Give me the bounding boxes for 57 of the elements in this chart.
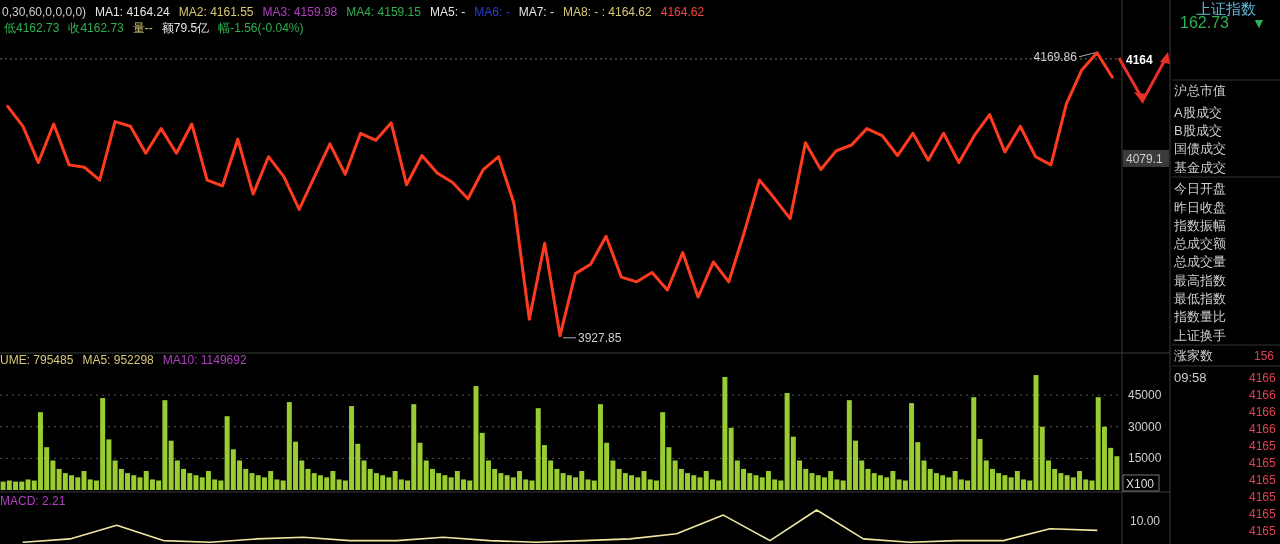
text: 4165	[1249, 473, 1277, 487]
annotation: MA2: 4161.55	[178, 5, 254, 19]
text: 上证指数	[1196, 0, 1256, 17]
annotation: 额79.5亿	[161, 21, 210, 35]
annotation: 4169.86	[1033, 49, 1078, 64]
text: 昨日收盘	[1174, 200, 1226, 215]
y-tick-label: 4079.1	[1126, 151, 1164, 166]
annotation: MA10: 1149692	[162, 353, 247, 367]
text: 4165	[1249, 524, 1277, 538]
text: 指数量比	[1173, 309, 1226, 324]
text: 涨家数	[1174, 348, 1213, 363]
text: A股成交	[1174, 105, 1222, 120]
annotation: MA7: -	[518, 5, 554, 19]
text: 总成交额	[1173, 236, 1226, 251]
text: 总成交量	[1173, 254, 1226, 269]
y-tick-label: 30000	[1128, 419, 1162, 434]
text: 指数振幅	[1173, 218, 1226, 233]
annotation: MA5: 952298	[82, 353, 155, 367]
text: 4165	[1249, 507, 1277, 521]
y-tick-label: 45000	[1128, 388, 1162, 403]
annotation: MA4: 4159.15	[346, 5, 422, 19]
text: 上证换手	[1174, 328, 1226, 343]
annotation: 0,30,60,0,0,0,0)	[2, 5, 87, 19]
annotation: 量--	[132, 21, 153, 35]
text: 4166	[1249, 388, 1277, 402]
text: 156	[1254, 349, 1275, 363]
text: 09:58	[1174, 370, 1207, 385]
annotation: 低4162.73	[4, 21, 60, 35]
text: 10.00	[1130, 514, 1161, 528]
text: 沪总市值	[1174, 83, 1226, 98]
text: 4165	[1249, 490, 1277, 504]
text: X100	[1126, 477, 1155, 491]
y-tick-label: 4164	[1126, 52, 1154, 67]
text: 4166	[1249, 405, 1277, 419]
annotation: UME: 795485	[0, 353, 74, 367]
text: B股成交	[1174, 123, 1222, 138]
annotation: MA6: -	[474, 5, 510, 19]
annotation: MA1: 4164.24	[95, 5, 171, 19]
text: 4165	[1249, 456, 1277, 470]
text: 今日开盘	[1174, 181, 1226, 196]
y-tick-label: 15000	[1128, 451, 1162, 466]
annotation: MA3: 4159.98	[262, 5, 338, 19]
text: 基金成交	[1174, 160, 1226, 175]
annotation: 4164.62	[660, 5, 705, 19]
text: 最高指数	[1174, 273, 1226, 288]
annotation: 幅-1.56(-0.04%)	[218, 21, 304, 35]
text: 4165	[1249, 439, 1277, 453]
annotation: 3927.85	[578, 330, 622, 345]
annotation: MA5: -	[429, 5, 466, 19]
text: ▼	[1252, 15, 1266, 31]
text: 最低指数	[1174, 291, 1226, 306]
annotation: MA8: - : 4164.62	[562, 5, 653, 19]
text: 4166	[1249, 422, 1277, 436]
text: MACD: 2.21	[0, 494, 66, 508]
annotation: 收4162.73	[68, 21, 125, 35]
text: 4166	[1249, 371, 1277, 385]
text: 国债成交	[1174, 141, 1226, 156]
